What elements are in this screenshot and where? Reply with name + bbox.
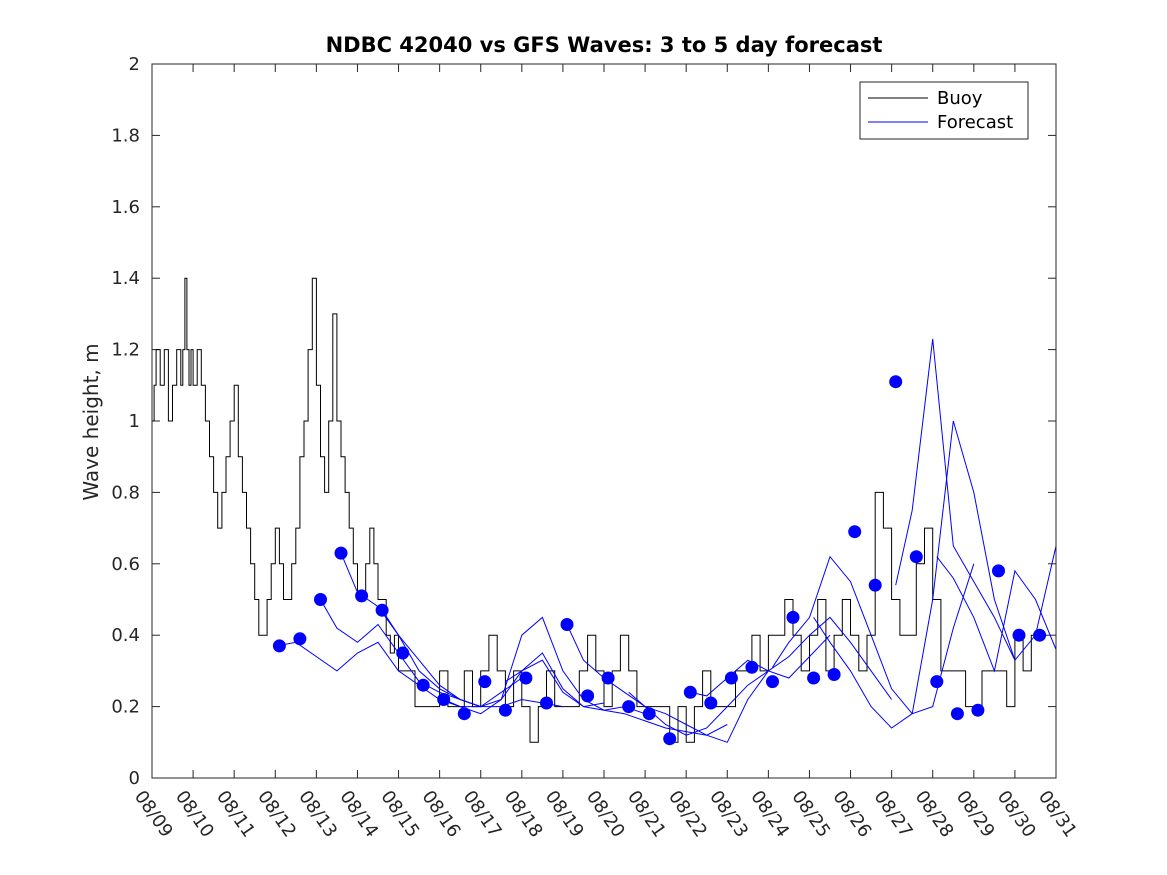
forecast-point [314, 593, 327, 606]
legend-buoy-label: Buoy [937, 88, 983, 109]
x-tick-label: 08/18 [500, 787, 547, 842]
forecast-point [375, 603, 389, 617]
x-tick-label: 08/31 [1034, 787, 1081, 842]
x-tick-label: 08/27 [870, 787, 917, 842]
marker-layer [272, 375, 1047, 746]
x-tick-label: 08/12 [253, 787, 300, 842]
forecast-point [930, 675, 944, 689]
legend-box [859, 81, 1029, 140]
forecast-series-line [628, 634, 831, 736]
x-tick-label: 08/19 [541, 787, 588, 842]
y-tick-label: 0 [129, 768, 140, 789]
forecast-point [992, 564, 1005, 578]
legend: Buoy Forecast [859, 81, 1029, 140]
y-tick-label: 1 [129, 411, 140, 432]
y-tick-label: 0.2 [111, 697, 140, 718]
forecast-point [355, 589, 369, 603]
forecast-point [971, 703, 985, 717]
forecast-point [601, 671, 615, 685]
x-tick-label: 08/26 [828, 787, 875, 842]
forecast-point [848, 525, 862, 539]
forecast-point [889, 375, 903, 389]
chart-title: NDBC 42040 vs GFS Waves: 3 to 5 day fore… [326, 33, 883, 57]
forecast-point [293, 632, 307, 646]
forecast-point [704, 696, 718, 710]
forecast-series-line [690, 616, 893, 700]
x-tick-label: 08/13 [294, 787, 341, 842]
forecast-point [683, 685, 697, 699]
y-tick-label: 2 [129, 54, 140, 75]
forecast-series-line [566, 624, 769, 743]
forecast-point [396, 646, 410, 660]
x-tick-label: 08/15 [376, 787, 423, 842]
forecast-series-line [813, 420, 1016, 729]
forecast-point [540, 696, 553, 710]
forecast-point [786, 610, 800, 624]
forecast-point [827, 668, 841, 681]
forecast-point [724, 671, 738, 685]
plot-area [152, 64, 1056, 778]
x-tick-label: 08/09 [130, 787, 177, 842]
forecast-point [1033, 628, 1047, 642]
y-tick-label: 1.4 [111, 268, 140, 289]
x-tick-label: 08/24 [746, 787, 793, 842]
forecast-point [868, 578, 882, 592]
forecast-point [519, 671, 533, 685]
forecast-point [498, 703, 512, 717]
forecast-point [272, 639, 286, 653]
x-tick-label: 08/21 [623, 787, 670, 842]
y-tick-label: 0.6 [111, 554, 140, 575]
forecast-point [437, 693, 451, 706]
forecast-point [622, 700, 636, 714]
plot-frame [151, 63, 1057, 779]
forecast-series-line [381, 609, 605, 708]
forecast-point [478, 675, 492, 689]
forecast-point [642, 707, 656, 721]
forecast-point [560, 618, 574, 631]
legend-forecast-label: Forecast [937, 112, 1013, 133]
forecast-series-line [340, 552, 563, 708]
y-tick-label: 0.4 [111, 625, 140, 646]
forecast-series-line [505, 652, 728, 736]
x-tick-label: 08/11 [212, 787, 259, 842]
x-tick-label: 08/16 [418, 787, 465, 842]
x-tick-label: 08/10 [171, 787, 218, 842]
x-tick-label: 08/20 [582, 787, 629, 842]
y-tick-label: 1.8 [111, 125, 140, 146]
x-tick-label: 08/29 [952, 787, 999, 842]
forecast-point [807, 671, 821, 685]
y-tick-label: 0.8 [111, 482, 140, 503]
y-tick-label: 1.2 [111, 340, 140, 361]
forecast-point [1012, 628, 1026, 642]
forecast-point [950, 707, 964, 721]
forecast-point [581, 689, 595, 703]
forecast-point [457, 707, 471, 721]
y-axis-label: Wave height, m [79, 343, 103, 500]
x-tick-label: 08/23 [705, 787, 752, 842]
forecast-point [745, 660, 759, 674]
forecast-point [909, 550, 923, 564]
forecast-series-line [443, 616, 646, 715]
forecast-series-line [936, 556, 1057, 673]
x-tick-label: 08/28 [911, 787, 958, 842]
forecast-point [766, 675, 779, 689]
x-tick-label: 08/22 [664, 787, 711, 842]
x-tick-label: 08/17 [459, 787, 506, 842]
forecast-series-line [895, 338, 1057, 662]
forecast-point [334, 546, 348, 560]
x-tick-label: 08/14 [335, 787, 382, 842]
forecast-point [663, 732, 677, 746]
x-tick-label: 08/25 [787, 787, 834, 842]
x-tick-label: 08/30 [993, 787, 1040, 842]
forecast-point [416, 678, 430, 692]
y-tick-label: 1.6 [111, 197, 140, 218]
